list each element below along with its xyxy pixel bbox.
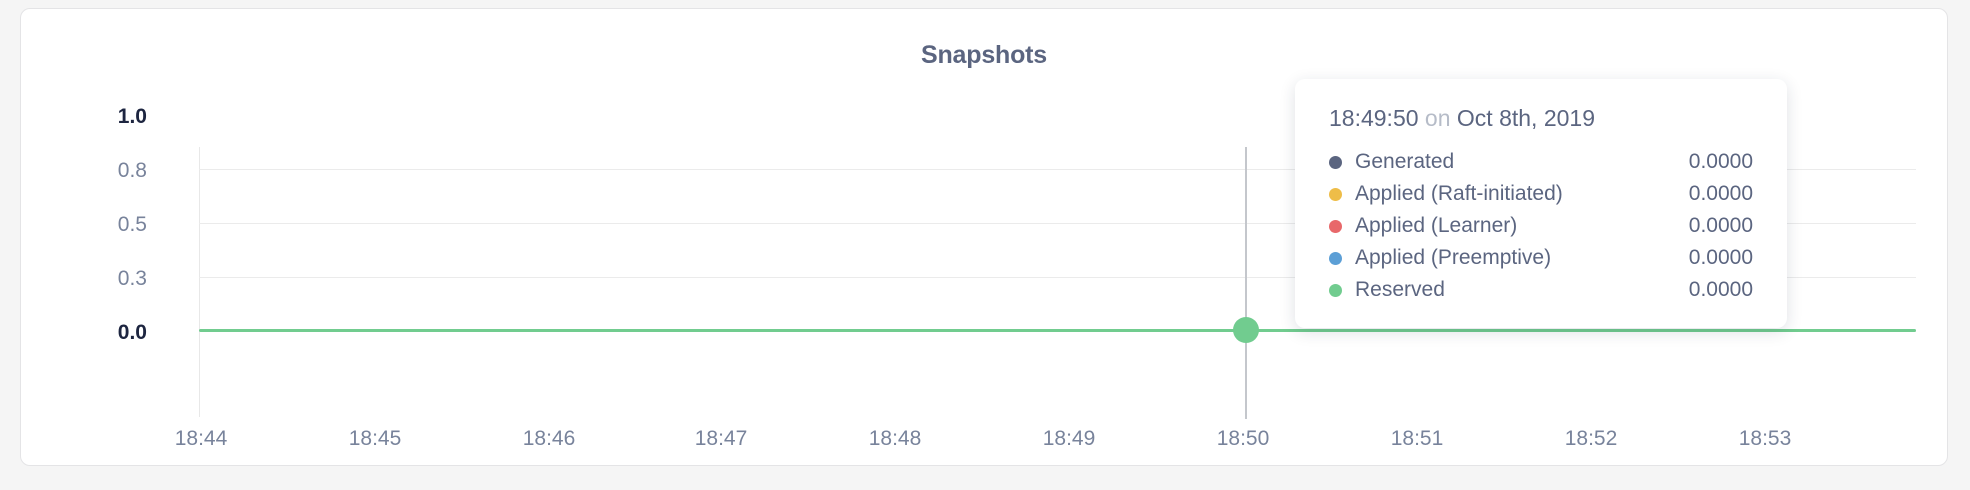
tooltip-series-value: 0.0000 [1688,150,1753,173]
y-tick-label: 0.3 [117,267,147,290]
x-tick-label: 18:53 [1738,427,1792,450]
tooltip-series-value: 0.0000 [1688,182,1753,205]
tooltip-series-value: 0.0000 [1688,278,1753,301]
tooltip-row: Applied (Raft-initiated) 0.0000 [1329,178,1753,210]
legend-swatch-icon [1329,219,1342,233]
hover-point-marker[interactable] [1233,317,1259,343]
tooltip-series-value: 0.0000 [1688,214,1753,237]
legend-swatch-icon [1329,187,1342,201]
legend-swatch-icon [1329,283,1342,297]
tooltip-row: Applied (Preemptive) 0.0000 [1329,242,1753,274]
series-line-reserved [199,329,1916,332]
tooltip-series-label: Generated [1355,150,1455,173]
legend-swatch-icon [1329,155,1342,169]
page-title: Snapshots [921,41,1047,69]
tooltip-series-label: Applied (Learner) [1355,214,1518,237]
y-tick-label: 0.0 [117,321,147,344]
x-tick-label: 18:48 [868,427,922,450]
x-tick-label: 18:50 [1216,427,1270,450]
tooltip-row: Generated 0.0000 [1329,146,1753,178]
gridline [199,169,1916,170]
x-tick-label: 18:45 [348,427,402,450]
tooltip-series-label: Applied (Raft-initiated) [1355,182,1563,205]
hover-tooltip: 18:49:50 on Oct 8th, 2019 Generated 0.00… [1295,79,1787,328]
x-tick-label: 18:47 [694,427,748,450]
tooltip-series-label: Applied (Preemptive) [1355,246,1552,269]
chart-card: Snapshots snapshots 1.0 0.8 0.5 0.3 0.0 … [20,8,1948,466]
x-tick-label: 18:44 [174,427,228,450]
tooltip-header: 18:49:50 on Oct 8th, 2019 [1329,105,1753,132]
legend-swatch-icon [1329,251,1342,265]
x-tick-label: 18:52 [1564,427,1618,450]
tooltip-row: Reserved 0.0000 [1329,274,1753,306]
y-tick-label: 0.5 [117,213,147,236]
tooltip-row: Applied (Learner) 0.0000 [1329,210,1753,242]
x-tick-label: 18:49 [1042,427,1096,450]
x-tick-label: 18:51 [1390,427,1444,450]
tooltip-on-word: on [1424,105,1451,131]
tooltip-time: 18:49:50 [1329,105,1419,131]
y-tick-label: 1.0 [117,105,147,128]
x-tick-label: 18:46 [522,427,576,450]
tooltip-series-label: Reserved [1355,278,1445,301]
series-layer [199,147,1916,419]
gridline [199,223,1916,224]
y-axis-line [199,147,200,417]
crosshair-line [1245,147,1247,419]
tooltip-date: Oct 8th, 2019 [1456,105,1595,131]
gridline [199,277,1916,278]
tooltip-series-value: 0.0000 [1688,246,1753,269]
y-tick-label: 0.8 [117,159,147,182]
